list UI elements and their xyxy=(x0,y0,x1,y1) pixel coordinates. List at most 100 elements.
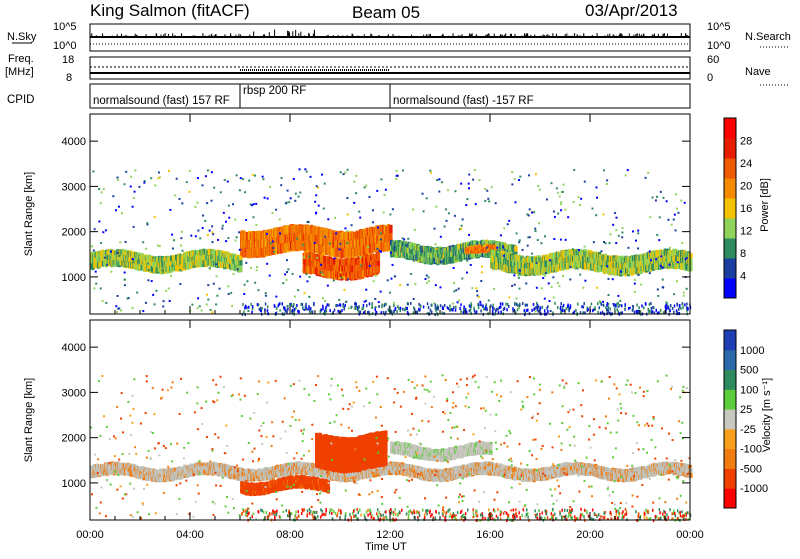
scatter-cell xyxy=(390,252,392,254)
scatter-cell xyxy=(288,201,290,203)
scatter-cell xyxy=(367,246,369,248)
scatter-cell xyxy=(293,178,295,180)
scatter-cell xyxy=(503,227,505,229)
noise-cell xyxy=(533,308,535,311)
scatter-cell xyxy=(324,183,326,185)
noise-cell xyxy=(292,309,294,312)
colorbar-segment xyxy=(724,258,736,279)
scatter-cell xyxy=(344,227,346,229)
noise-cell xyxy=(410,302,412,305)
scatter-cell xyxy=(353,202,355,204)
freq-tick-top: 18 xyxy=(62,54,74,66)
scatter-cell xyxy=(542,277,544,279)
noise-cell xyxy=(453,306,455,309)
noise-cell xyxy=(427,302,429,305)
scatter-cell xyxy=(396,175,398,177)
scatter-cell xyxy=(171,265,173,267)
scatter-cell xyxy=(191,304,193,306)
scatter-cell xyxy=(297,289,299,291)
scatter-cell xyxy=(145,248,147,250)
scatter-cell xyxy=(537,273,539,275)
scatter-cell xyxy=(254,175,256,177)
scatter-cell xyxy=(165,290,167,292)
noise-cell xyxy=(418,303,420,306)
cpid-label: CPID xyxy=(7,94,34,106)
scatter-cell xyxy=(233,273,235,275)
noise-cell xyxy=(624,308,626,311)
scatter-cell xyxy=(423,210,425,212)
noise-cell xyxy=(416,311,418,314)
scatter-cell xyxy=(516,232,518,234)
scatter-cell xyxy=(683,295,685,297)
scatter-cell xyxy=(94,228,96,230)
scatter-cell xyxy=(399,284,401,286)
scatter-cell xyxy=(339,243,341,245)
noise-cell xyxy=(575,309,577,312)
scatter-cell xyxy=(392,264,394,266)
scatter-cell xyxy=(666,200,668,202)
scatter-cell xyxy=(429,170,431,172)
scatter-cell xyxy=(207,284,209,286)
scatter-cell xyxy=(355,192,357,194)
cpid-segment-3: normalsound (fast) -157 RF xyxy=(393,95,534,107)
scatter-cell xyxy=(558,285,560,287)
scatter-cell xyxy=(514,284,516,286)
scatter-cell xyxy=(100,242,102,244)
scatter-cell xyxy=(669,247,671,249)
scatter-cell xyxy=(662,279,664,281)
scatter-cell xyxy=(426,274,428,276)
noise-cell xyxy=(363,304,365,307)
noise-cell xyxy=(396,310,398,313)
noise-cell xyxy=(621,304,623,307)
scatter-cell xyxy=(158,171,160,173)
scatter-cell xyxy=(606,265,608,267)
noise-cell xyxy=(526,304,528,307)
scatter-cell xyxy=(466,272,468,274)
scatter-cell xyxy=(481,266,483,268)
noise-cell xyxy=(602,311,604,314)
noise-cell xyxy=(291,304,293,307)
scatter-cell xyxy=(343,173,345,175)
noise-cell xyxy=(383,311,385,314)
heatmap-cell xyxy=(377,266,380,273)
scatter-cell xyxy=(377,248,379,250)
noise-cell xyxy=(355,307,357,310)
scatter-cell xyxy=(519,270,521,272)
noise-cell xyxy=(680,307,682,310)
scatter-cell xyxy=(238,231,240,233)
noise-cell xyxy=(292,305,294,308)
scatter-cell xyxy=(229,257,231,259)
scatter-cell xyxy=(98,220,100,222)
freq-tick-bottom: 8 xyxy=(66,72,72,84)
noise-cell xyxy=(428,306,430,309)
scatter-cell xyxy=(372,221,374,223)
scatter-cell xyxy=(279,218,281,220)
noise-cell xyxy=(597,302,599,305)
scatter-cell xyxy=(216,295,218,297)
scatter-cell xyxy=(599,260,601,262)
scatter-cell xyxy=(299,192,301,194)
colorbar-segment xyxy=(724,218,736,239)
scatter-cell xyxy=(304,292,306,294)
noise-cell xyxy=(322,307,324,310)
scatter-cell xyxy=(522,266,524,268)
scatter-cell xyxy=(142,241,144,243)
scatter-cell xyxy=(221,228,223,230)
scatter-cell xyxy=(154,303,156,305)
noise-cell xyxy=(381,304,383,307)
colorbar-segment xyxy=(724,138,736,159)
noise-cell xyxy=(547,305,549,308)
scatter-cell xyxy=(384,194,386,196)
scatter-cell xyxy=(190,235,192,237)
scatter-cell xyxy=(436,179,438,181)
scatter-cell xyxy=(513,274,515,276)
scatter-cell xyxy=(563,184,565,186)
scatter-cell xyxy=(154,216,156,218)
scatter-cell xyxy=(508,296,510,298)
scatter-cell xyxy=(163,300,165,302)
colorbar-segment xyxy=(724,238,736,259)
noise-cell xyxy=(455,309,457,312)
noise-cell xyxy=(259,308,261,311)
scatter-cell xyxy=(320,271,322,273)
